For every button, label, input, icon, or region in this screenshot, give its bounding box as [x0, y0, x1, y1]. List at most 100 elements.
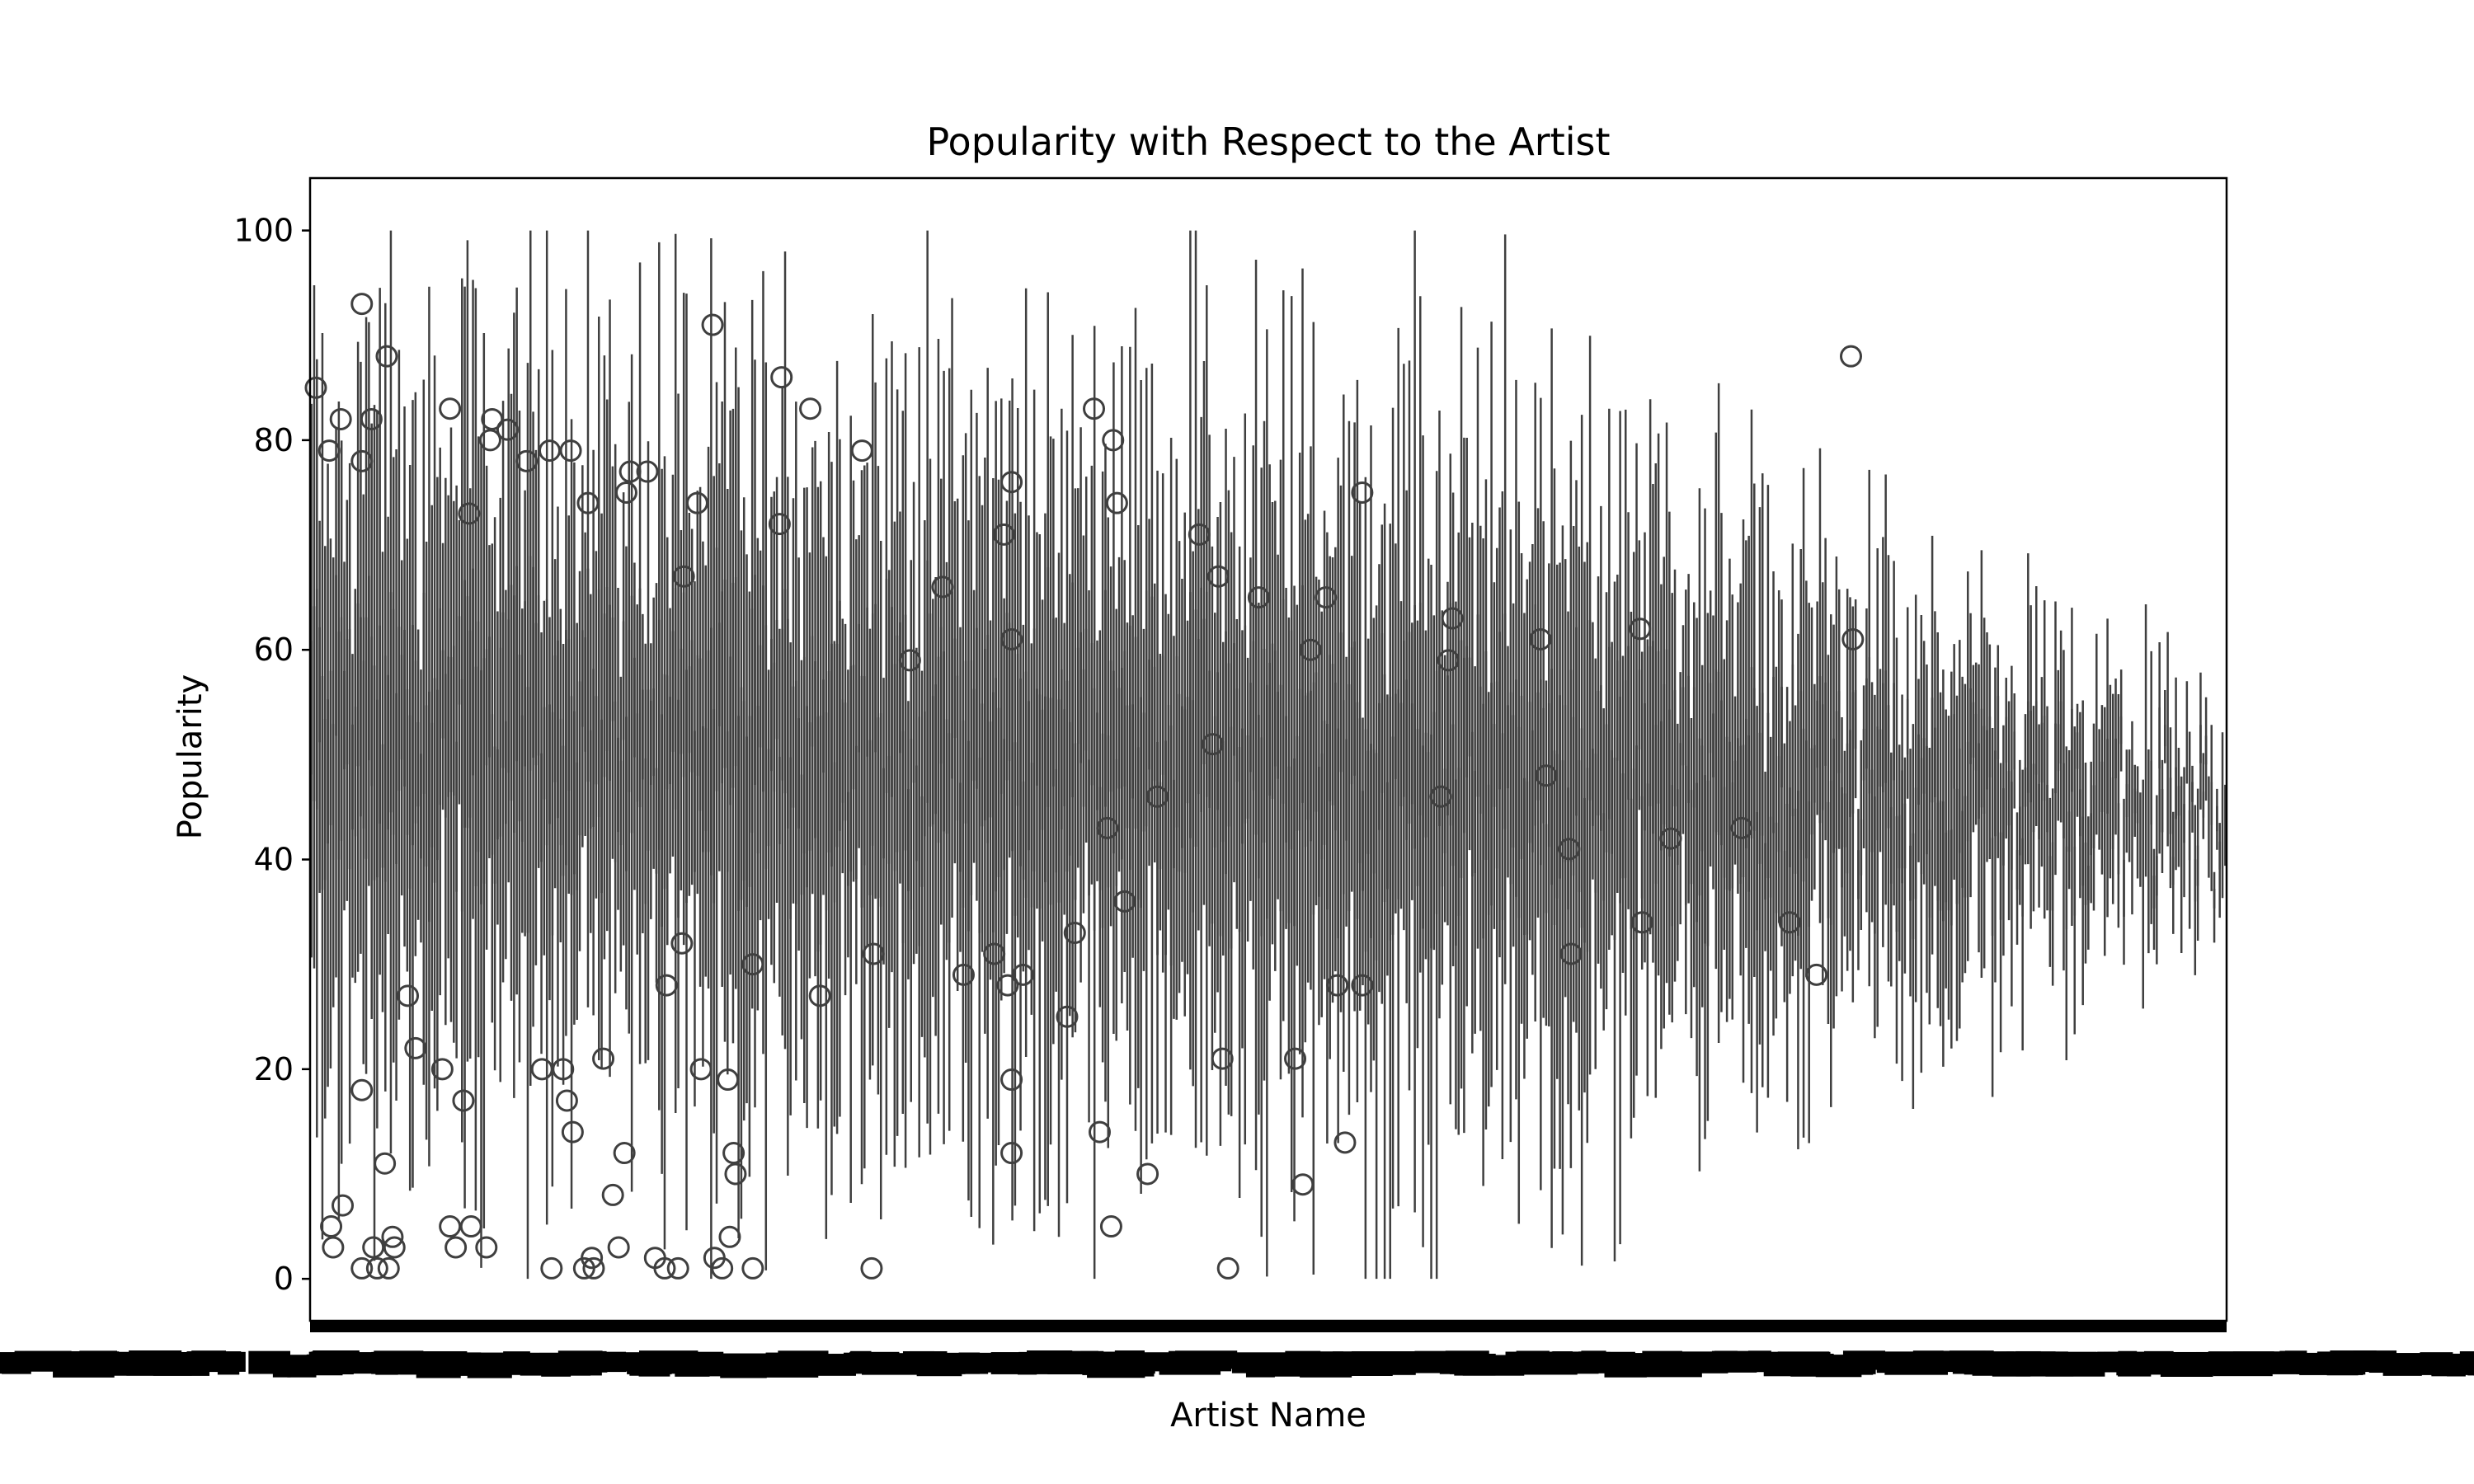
box-body	[1112, 670, 1115, 854]
box-body	[1640, 796, 1644, 899]
y-tick-label: 20	[254, 1051, 294, 1087]
box-body	[1016, 654, 1019, 806]
box-body	[1378, 702, 1380, 830]
box-body	[1471, 731, 1474, 877]
box-body	[397, 627, 401, 791]
outlier-point	[430, 1058, 454, 1081]
box-body	[447, 656, 449, 797]
box-body	[1668, 709, 1671, 857]
box-body	[1624, 680, 1627, 878]
box-body	[1153, 666, 1156, 782]
box-body	[491, 714, 494, 855]
box-body	[1709, 683, 1712, 754]
box-body	[1238, 747, 1241, 932]
box-body	[1082, 669, 1085, 807]
box-body	[943, 651, 945, 832]
box-body	[614, 701, 617, 862]
box-body	[1564, 705, 1567, 862]
box-body	[2183, 804, 2185, 843]
outlier-point	[458, 502, 481, 525]
x-tick-label	[158, 1353, 208, 1374]
box-body	[1553, 750, 1556, 925]
box-body	[827, 671, 830, 853]
box-body	[343, 670, 346, 770]
box-body	[1958, 748, 1961, 853]
box-body	[1298, 688, 1301, 831]
box-body	[1216, 672, 1219, 810]
box-body	[460, 679, 463, 912]
box-body	[1476, 614, 1479, 797]
box-body	[430, 722, 434, 848]
box-body	[808, 722, 811, 851]
box-body	[920, 796, 924, 887]
box-body	[1474, 771, 1476, 873]
box-body	[1523, 777, 1526, 936]
box-body	[1109, 660, 1112, 792]
box-body	[1580, 728, 1583, 928]
x-tick-label	[601, 1352, 652, 1372]
box-body	[2152, 876, 2156, 909]
box-body	[671, 631, 675, 752]
box-body	[934, 684, 937, 815]
box-body	[1150, 596, 1154, 808]
box-body	[1405, 679, 1408, 840]
outlier-point	[1000, 1142, 1023, 1165]
box-body	[2163, 725, 2166, 747]
box-body	[1301, 585, 1304, 803]
outlier-point	[530, 1058, 553, 1081]
box-body	[674, 588, 677, 810]
box-body	[1652, 641, 1654, 834]
box-body	[1679, 743, 1681, 836]
box-body	[839, 600, 841, 831]
box-body	[1282, 599, 1285, 804]
outlier-point	[1056, 1005, 1079, 1028]
box-body	[1438, 665, 1441, 827]
x-tick-label	[2368, 1354, 2427, 1374]
x-tick-label	[2299, 1352, 2363, 1375]
outlier-point	[350, 449, 374, 472]
outlier-point	[592, 1047, 615, 1070]
outlier-point	[636, 460, 659, 483]
box-body	[1912, 833, 1915, 940]
box-body	[1484, 651, 1488, 860]
box-body	[425, 705, 428, 867]
outlier-point	[559, 439, 582, 463]
box-body	[1260, 737, 1263, 937]
box-body	[441, 650, 444, 739]
x-tick-label	[1763, 1355, 1820, 1377]
box-body	[1950, 829, 1953, 926]
box-body	[400, 655, 403, 760]
box-body	[617, 737, 619, 833]
box-body	[1329, 655, 1332, 801]
box-body	[2043, 716, 2046, 801]
box-body	[1677, 789, 1679, 866]
x-tick-label	[374, 1350, 410, 1373]
x-tick-label	[1885, 1355, 1905, 1374]
box-body	[1862, 729, 1865, 781]
box-body	[1920, 758, 1923, 875]
x-tick-label	[805, 1353, 822, 1373]
box-body	[742, 701, 745, 881]
box-body	[1101, 733, 1104, 928]
box-body	[559, 718, 562, 846]
box-body	[1507, 705, 1509, 789]
box-body	[879, 713, 882, 907]
box-body	[1700, 745, 1704, 852]
box-body	[1978, 743, 1980, 819]
outlier-point	[375, 345, 398, 368]
box-body	[1942, 801, 1945, 922]
box-body	[729, 656, 731, 805]
outlier-point	[350, 1256, 374, 1280]
box-body	[499, 647, 502, 837]
box-body	[1389, 697, 1392, 941]
box-body	[1843, 793, 1846, 848]
box-body	[472, 568, 474, 776]
box-body	[844, 702, 847, 821]
box-body	[1681, 687, 1685, 766]
box-body	[313, 606, 316, 801]
box-body	[1903, 803, 1907, 869]
outlier-point	[685, 491, 708, 514]
box-body	[327, 699, 329, 844]
outlier-point	[898, 649, 921, 672]
box-body	[1567, 787, 1569, 910]
